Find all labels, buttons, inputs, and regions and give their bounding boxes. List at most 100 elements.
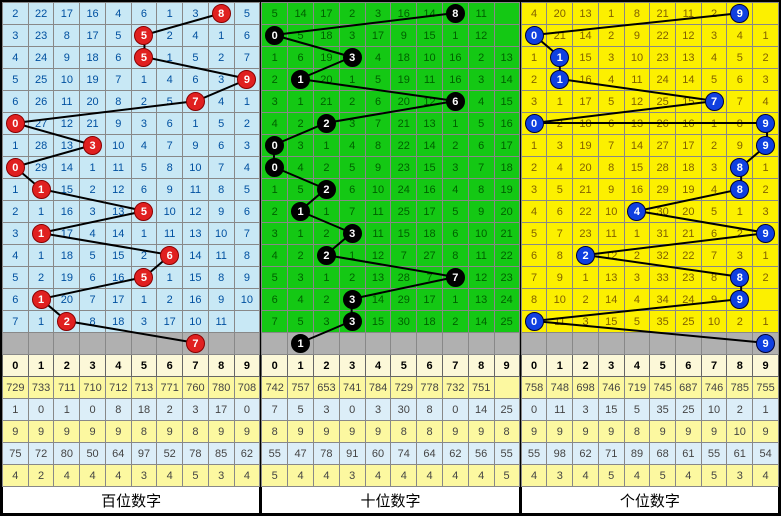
stat-cell: 55 [262,443,288,465]
panel-label: 个位数字 [521,487,778,514]
cell: 2 [624,245,650,267]
cell: 3 [624,267,650,289]
col-header: 5 [650,355,676,377]
cell: 15 [391,223,417,245]
cell: 11 [208,245,234,267]
cell: 1 [28,289,54,311]
cell: 5 [131,157,157,179]
stat-cell: 5 [183,465,209,487]
stat-cell: 3 [183,399,209,421]
cell: 8 [624,3,650,25]
cell: 1 [183,113,209,135]
cell: 1 [157,3,183,25]
cell: 9 [391,25,417,47]
cell: 1 [288,69,314,91]
cell [417,333,443,355]
cell: 2 [157,25,183,47]
stat-cell: 75 [3,443,29,465]
cell: 12 [183,201,209,223]
cell [365,333,391,355]
cell: 11 [676,3,702,25]
ball: 9 [730,4,749,23]
col-header: 4 [365,355,391,377]
cell: 11 [547,311,573,333]
cell: 16 [105,267,131,289]
stat-cell: 98 [547,443,573,465]
ball: 0 [265,136,284,155]
stat-cell: 4 [54,465,80,487]
cell: 2 [313,245,339,267]
cell: 4 [624,201,650,223]
cell: 9 [753,135,779,157]
ball: 9 [756,136,775,155]
cell: 24 [391,179,417,201]
cell: 13 [54,135,80,157]
cell: 10 [701,311,727,333]
cell: 5 [183,47,209,69]
cell: 6 [727,69,753,91]
cell: 2 [157,289,183,311]
cell: 10 [157,201,183,223]
cell: 21 [80,113,106,135]
cell [105,333,131,355]
cell: 15 [573,47,599,69]
cell: 16 [183,289,209,311]
cell: 13 [183,223,209,245]
cell: 5 [701,201,727,223]
cell: 17 [417,289,443,311]
cell: 2 [3,3,29,25]
stat-cell: 55 [494,443,519,465]
stat-cell: 3 [208,465,234,487]
cell: 31 [650,223,676,245]
ball: 8 [446,4,465,23]
stat-cell: 78 [183,443,209,465]
cell: 10 [598,201,624,223]
cell: 2 [288,113,314,135]
cell: 2 [573,289,599,311]
stat-cell: 25 [494,399,519,421]
cell [234,333,260,355]
cell: 11 [624,69,650,91]
stat-cell: 62 [442,443,468,465]
stat-cell: 9 [28,421,54,443]
cell: 13 [468,289,494,311]
lottery-chart: 2221716461385323817552416424918651527525… [0,0,781,516]
cell: 12 [417,91,443,113]
panel-label: 百位数字 [3,487,260,514]
cell: 24 [676,289,702,311]
cell: 17 [365,25,391,47]
stat-cell: 742 [262,377,288,399]
panel-units: 4201318211129021142922123411115310231345… [521,2,779,514]
cell: 14 [598,289,624,311]
ball: 0 [6,158,25,177]
cell: 16 [442,47,468,69]
cell: 5 [624,311,650,333]
cell: 6 [288,47,314,69]
cell: 18 [54,245,80,267]
cell: 6 [157,113,183,135]
cell: 5 [131,201,157,223]
cell: 1 [753,311,779,333]
cell: 3 [288,135,314,157]
cell: 3 [339,223,365,245]
cell: 6 [131,179,157,201]
cell: 6 [365,91,391,113]
stat-cell: 9 [468,421,494,443]
cell: 5 [3,69,29,91]
cell: 7 [391,245,417,267]
ball: 9 [756,224,775,243]
cell: 16 [54,201,80,223]
stat-cell: 785 [727,377,753,399]
cell: 18 [391,47,417,69]
cell: 8 [105,91,131,113]
cell: 3 [339,289,365,311]
stat-cell: 8 [262,421,288,443]
col-header: 6 [417,355,443,377]
stat-cell: 3 [313,399,339,421]
cell: 18 [573,113,599,135]
stat-cell: 97 [131,443,157,465]
stat-cell: 78 [313,443,339,465]
stat-cell: 8 [417,421,443,443]
cell: 8 [442,245,468,267]
cell: 4 [521,201,547,223]
